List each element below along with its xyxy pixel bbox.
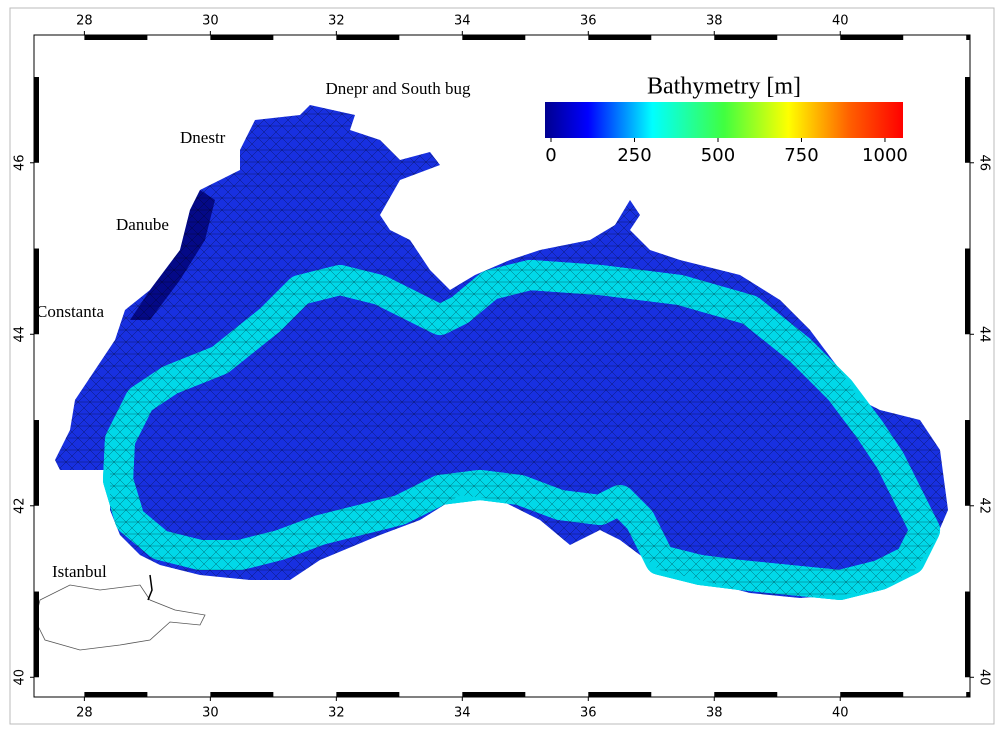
x-tick-label: 40 [832,14,849,29]
y-tick-label: 44 [13,326,28,343]
scale-bar [84,35,148,40]
colorbar-tick-label: 750 [784,145,818,166]
y-tick-label: 42 [13,498,28,515]
y-tick-label: 42 [977,498,992,515]
x-tick-label: 36 [580,14,597,29]
x-tick-label: 38 [706,14,723,29]
x-tick-label: 32 [328,14,345,29]
scale-bar [84,692,148,697]
x-tick-label: 40 [832,706,849,721]
scale-bar [965,420,970,506]
y-tick-label: 46 [977,154,992,171]
colorbar-tick-label: 1000 [862,145,908,166]
mesh-overlay [55,105,948,598]
x-tick-label: 38 [706,706,723,721]
scale-bar [336,692,400,697]
scale-bar [965,77,970,163]
colorbar-tick-label: 0 [545,145,556,166]
x-tick-label: 28 [76,706,93,721]
scale-bar [966,692,970,697]
scale-bar [34,77,39,163]
place-label: Dnepr and South bug [326,79,471,98]
scale-bar [840,35,904,40]
place-label: Constanta [36,302,104,321]
x-tick-label: 34 [454,14,471,29]
scale-bar [966,35,970,40]
y-tick-label: 40 [977,669,992,686]
colorbar-tick-label: 500 [701,145,735,166]
scale-bar [34,420,39,506]
x-tick-label: 32 [328,706,345,721]
scale-bar [462,692,526,697]
x-tick-label: 36 [580,706,597,721]
scale-bar [210,692,274,697]
y-tick-label: 40 [13,669,28,686]
x-tick-label: 28 [76,14,93,29]
x-tick-label: 30 [202,706,219,721]
land-outline [34,584,206,651]
bosphorus [147,574,153,601]
y-tick-label: 44 [977,326,992,343]
colorbar-tick-label: 250 [617,145,651,166]
scale-bar [210,35,274,40]
colorbar-title: Bathymetry [m] [647,74,801,100]
scale-bar [588,35,652,40]
scale-bar [34,248,39,335]
place-label: Istanbul [52,562,107,581]
x-tick-label: 34 [454,706,471,721]
place-label: Danube [116,215,169,234]
scale-bar [588,692,652,697]
y-tick-label: 46 [13,154,28,171]
scale-bar [336,35,400,40]
scale-bar [714,35,778,40]
scale-bar [965,591,970,678]
scale-bar [714,692,778,697]
scale-bar [965,248,970,335]
scale-bar [840,692,904,697]
scale-bar [34,591,39,678]
scale-bars [34,35,970,697]
scale-bar [462,35,526,40]
colorbar [545,102,903,138]
x-tick-label: 30 [202,14,219,29]
sea-mesh [55,105,948,600]
outer-border [9,7,995,725]
place-label: Dnestr [180,128,226,147]
